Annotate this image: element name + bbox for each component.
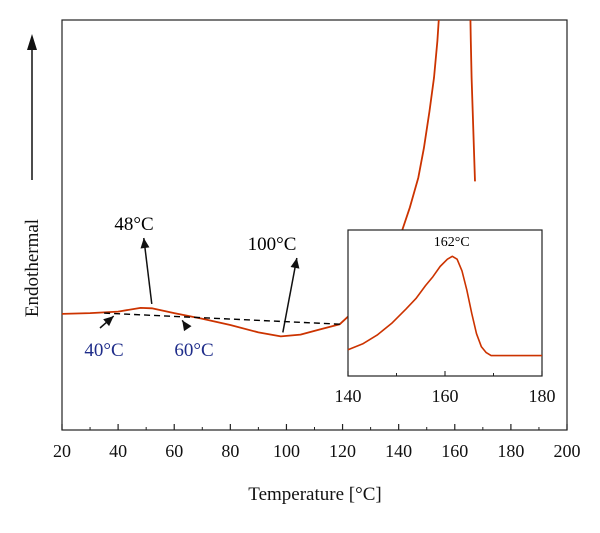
inset-plot: 140 160 180 162°C: [335, 229, 556, 406]
arrow-40c-head: [103, 316, 114, 327]
inset-x-tick-label: 140: [335, 386, 362, 406]
inset-x-tick-label: 160: [432, 386, 459, 406]
arrow-100c-shaft: [282, 257, 298, 333]
annotation-100c: 100°C: [248, 234, 297, 255]
endothermal-arrowhead: [27, 34, 37, 50]
annotation-40c: 40°C: [84, 340, 123, 361]
main-plot: 20 40 60 80 100 120 140 160 180 200 48°C 100°C 40°C 6…: [27, 19, 581, 461]
arrow-100c-head: [290, 258, 300, 269]
x-tick-label: 160: [441, 441, 468, 461]
x-tick-label: 80: [221, 441, 239, 461]
x-tick-label: 120: [329, 441, 356, 461]
x-tick-label: 60: [165, 441, 183, 461]
annotation-60c: 60°C: [174, 340, 213, 361]
inset-x-tick-label: 180: [529, 386, 556, 406]
y-axis-label: Endothermal: [22, 219, 43, 317]
x-tick-label: 40: [109, 441, 127, 461]
x-tick-label: 140: [385, 441, 412, 461]
x-axis-label: Temperature [°C]: [248, 484, 381, 505]
text-layer: Temperature [°C] Endothermal: [22, 219, 382, 505]
x-tick-label: 20: [53, 441, 71, 461]
annotation-162c: 162°C: [434, 235, 470, 250]
arrow-48c-shaft: [143, 237, 153, 305]
annotation-48c: 48°C: [114, 214, 153, 235]
arrow-60c-head: [182, 320, 192, 332]
x-tick-label: 180: [497, 441, 524, 461]
inset-frame: [347, 229, 543, 377]
arrow-48c-head: [140, 238, 150, 249]
x-tick-label: 200: [554, 441, 581, 461]
x-tick-label: 100: [273, 441, 300, 461]
inset-dsc-curve: [347, 255, 542, 357]
dsc-curve: [62, 20, 476, 338]
